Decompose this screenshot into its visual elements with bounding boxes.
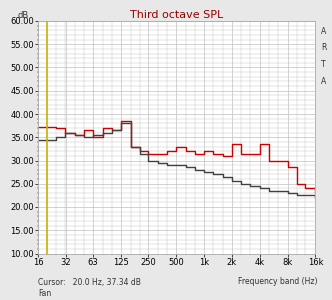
Text: A: A <box>321 27 326 36</box>
Title: Third octave SPL: Third octave SPL <box>130 10 223 20</box>
Text: T: T <box>321 60 326 69</box>
Text: Cursor:   20.0 Hz, 37.34 dB: Cursor: 20.0 Hz, 37.34 dB <box>38 278 141 286</box>
Text: dB: dB <box>17 11 29 20</box>
Text: R: R <box>321 44 326 52</box>
Text: Frequency band (Hz): Frequency band (Hz) <box>238 278 317 286</box>
Text: A: A <box>321 76 326 85</box>
Text: Fan: Fan <box>38 290 51 298</box>
